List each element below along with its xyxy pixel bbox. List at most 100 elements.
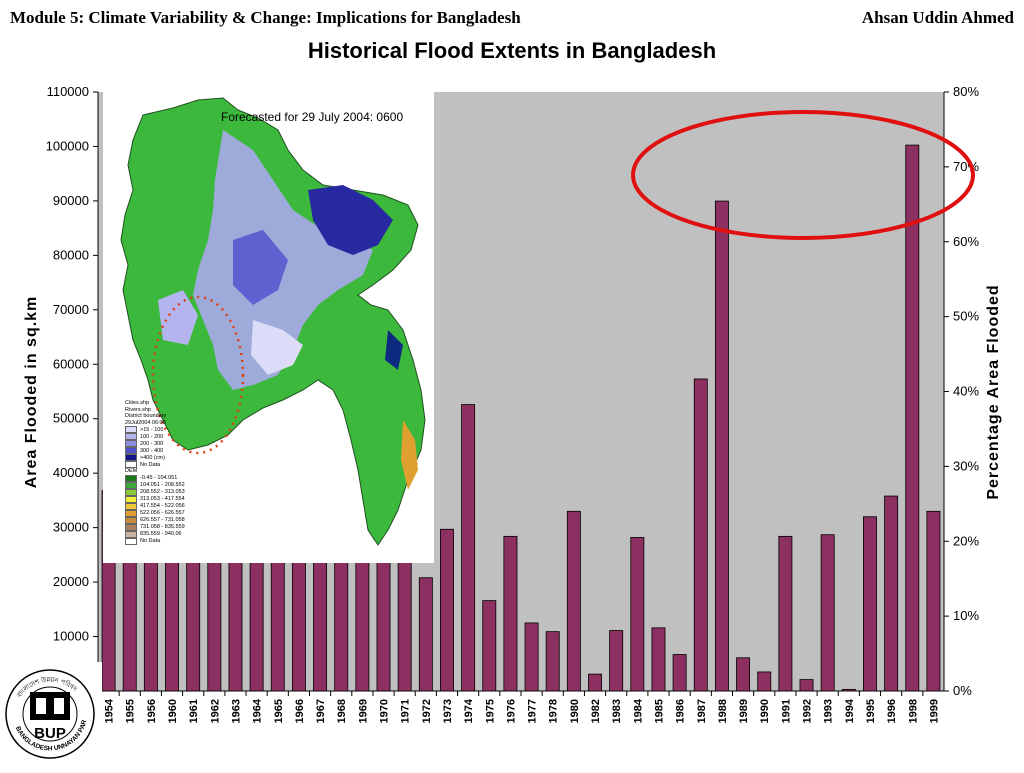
dotted-highlight-ellipse [151, 295, 245, 455]
x-tick-label: 1965 [273, 699, 285, 723]
y-tick-label: 70000 [53, 302, 89, 317]
legend-swatch [125, 509, 137, 517]
bar-1990 [757, 671, 772, 692]
legend-class-row: No Data [125, 461, 185, 469]
legend-class-label: >400 (cm) [140, 454, 165, 461]
x-tick-label: 1969 [357, 699, 369, 723]
legend-class-row: 100 - 200 [125, 433, 185, 441]
legend-class-label: 100 - 200 [140, 433, 164, 440]
bar-1980 [566, 510, 581, 692]
bangladesh-map [120, 97, 426, 546]
legend-class-row: 208.552 - 313.053 [125, 488, 185, 496]
y2-tick-label: 10% [953, 608, 979, 623]
legend-swatch [125, 537, 137, 545]
x-tick-label: 1990 [759, 699, 771, 723]
bar-1978 [545, 631, 560, 692]
bar-1983 [609, 630, 624, 692]
y2-tick-label: 20% [953, 533, 979, 548]
x-tick-label: 1996 [886, 699, 898, 723]
legend-class-row: 104.051 - 208.552 [125, 481, 185, 489]
bar-1976 [503, 535, 518, 692]
x-tick-label: 1974 [463, 698, 475, 723]
x-tick-label: 1984 [632, 698, 644, 723]
x-tick-label: 1964 [252, 698, 264, 723]
flood-forecast-map-inset: Forecasted for 29 July 2004: 0600 Cities… [103, 90, 434, 563]
legend-class-row: >400 (cm) [125, 454, 185, 462]
legend-class-label: No Data [140, 538, 161, 545]
bar-1999 [926, 510, 941, 692]
legend-swatch [125, 433, 137, 441]
legend-class-row: 731.058 - 835.559 [125, 523, 185, 531]
y-tick-label: 10000 [53, 629, 89, 644]
logo-bup-text: BUP [34, 725, 66, 742]
x-tick-label: 1978 [548, 699, 560, 723]
legend-class-row: 835.559 - 940.06 [125, 530, 185, 538]
x-tick-label: 1973 [442, 699, 454, 723]
legend-swatch [125, 447, 137, 455]
y-tick-label: 20000 [53, 574, 89, 589]
y2-axis-title: Percentage Area Flooded [985, 284, 1002, 499]
bar-1995 [863, 516, 877, 692]
bup-logo: BUP BANGLADESH UNNAYAN PARISHAD বাংলাদেশ… [0, 657, 102, 768]
bar-1986 [672, 654, 687, 692]
x-tick-label: 1966 [294, 699, 306, 723]
x-tick-label: 1977 [527, 699, 539, 723]
legend-class-label: 417.554 - 522.056 [140, 503, 185, 510]
x-tick-label: 1986 [675, 699, 687, 723]
y-axis-ticks: 0100002000030000400005000060000700008000… [46, 84, 98, 698]
legend-swatch [125, 426, 137, 434]
legend-swatch [125, 440, 137, 448]
x-tick-label: 1961 [188, 699, 200, 723]
x-tick-label: 1983 [611, 699, 623, 723]
legend-class-row: 200 - 300 [125, 440, 185, 448]
legend-cities: Cities.shp [125, 400, 150, 406]
legend-swatch [125, 461, 137, 469]
highlight-ellipse [631, 110, 975, 240]
x-tick-label: 1992 [802, 699, 814, 723]
y-tick-label: 80000 [53, 247, 89, 262]
bar-1974 [461, 404, 476, 692]
x-tick-label: 1970 [379, 699, 391, 723]
legend-forecast-header: 29Jul2004 06:00 [125, 419, 166, 426]
y2-tick-label: 30% [953, 458, 979, 473]
x-tick-label: 1968 [336, 699, 348, 723]
y2-tick-label: 80% [953, 84, 979, 99]
x-tick-label: 1982 [590, 699, 602, 723]
legend-class-label: 104.051 - 208.552 [140, 482, 185, 489]
legend-swatch [125, 495, 137, 503]
bar-1985 [651, 627, 666, 692]
legend-class-label: 626.557 - 731.058 [140, 517, 185, 524]
x-tick-label: 1995 [865, 699, 877, 723]
x-tick-label: 1955 [125, 699, 137, 723]
bar-1988 [714, 200, 729, 692]
legend-swatch [125, 502, 137, 510]
x-tick-label: 1980 [569, 699, 581, 723]
slide-header-author: Ahsan Uddin Ahmed [861, 8, 1014, 27]
legend-class-label: No Data [140, 461, 161, 468]
slide-header-module: Module 5: Climate Variability & Change: … [10, 8, 521, 27]
x-tick-label: 1967 [315, 699, 327, 723]
bar-1977 [524, 622, 539, 692]
legend-class-label: 835.559 - 940.06 [140, 531, 182, 538]
bar-1991 [778, 535, 793, 692]
x-tick-label: 1971 [400, 699, 412, 723]
x-tick-label: 1988 [717, 699, 729, 723]
x-tick-label: 1998 [907, 699, 919, 723]
x-tick-label: 1985 [653, 699, 665, 723]
x-axis-labels: 1954 1955 1956 1960 1961 1962 1963 1964 1965 1966… [97, 691, 940, 723]
bar-1972 [418, 577, 433, 692]
legend-rivers: Rivers.shp [125, 406, 151, 413]
legend-class-label: 200 - 300 [140, 440, 164, 447]
bar-1994 [841, 688, 856, 692]
legend-class-label: 300 - 400 [140, 447, 164, 454]
y-tick-label: 30000 [53, 520, 89, 535]
legend-class-row: 522.056 - 626.557 [125, 509, 185, 517]
x-tick-label: 1962 [209, 699, 221, 723]
chart-title: Historical Flood Extents in Bangladesh [308, 38, 716, 63]
legend-swatch [125, 530, 137, 538]
legend-swatch [125, 481, 137, 489]
y2-tick-label: 70% [953, 159, 979, 174]
y2-tick-label: 60% [953, 234, 979, 249]
legend-swatch [125, 523, 137, 531]
legend-class-label: >15 - 100 [140, 426, 164, 433]
